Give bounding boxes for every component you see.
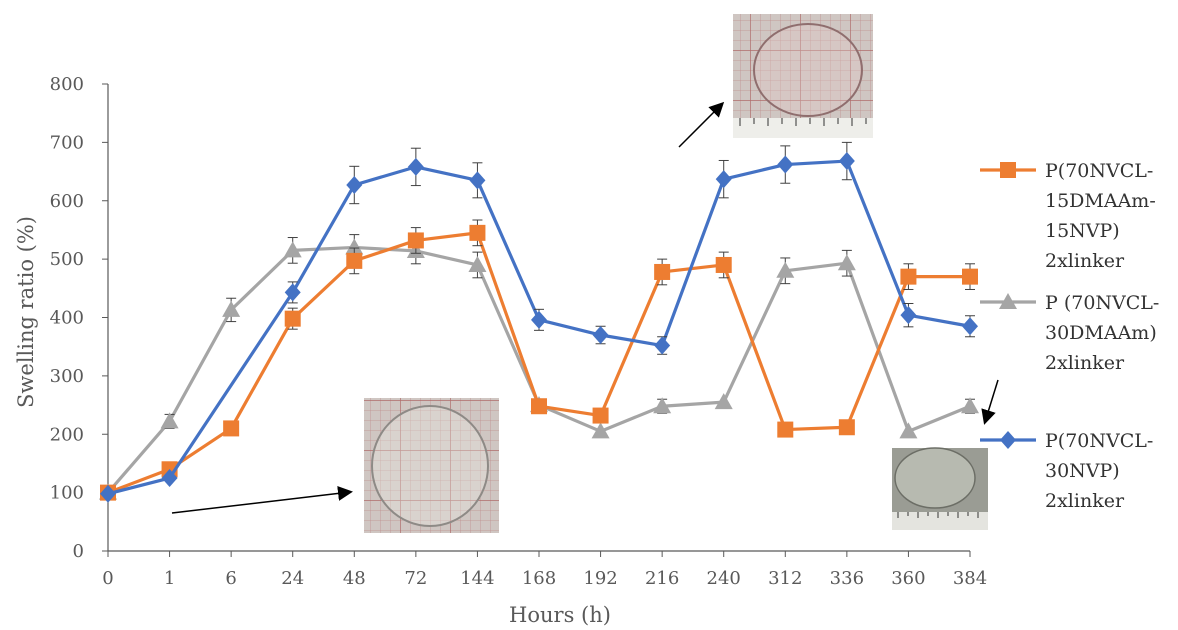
data-point <box>531 310 547 329</box>
x-tick-label: 24 <box>281 568 304 589</box>
legend-label: P(70NVCL- <box>1045 430 1153 452</box>
data-point <box>653 397 672 414</box>
annotation-arrow-initial <box>171 485 353 514</box>
x-tick-label: 6 <box>225 568 236 589</box>
data-point <box>284 310 301 327</box>
y-tick-label: 600 <box>50 191 84 212</box>
legend-entry-0: P(70NVCL- 15DMAAm- 15NVP) 2xlinker <box>980 160 1156 272</box>
data-point <box>592 326 609 345</box>
data-point <box>962 317 978 336</box>
data-point <box>469 224 486 241</box>
x-tick-label: 1 <box>164 568 175 589</box>
legend-entry-2: P(70NVCL- 30NVP) 2xlinker <box>980 430 1153 512</box>
data-point <box>591 422 610 439</box>
data-point <box>345 238 364 255</box>
x-tick-label: 192 <box>583 568 617 589</box>
data-point <box>346 252 363 269</box>
y-tick-label: 200 <box>50 424 84 445</box>
series-line <box>107 231 970 495</box>
data-point <box>346 175 363 194</box>
data-point <box>900 268 917 285</box>
data-point <box>962 268 978 285</box>
data-point <box>899 422 918 439</box>
data-point <box>961 397 979 414</box>
legend-swatch-marker <box>1000 162 1016 178</box>
legend-label: 15DMAAm- <box>1045 190 1156 212</box>
x-tick-label: 168 <box>522 568 556 589</box>
data-point <box>407 232 424 249</box>
data-point <box>407 157 424 176</box>
legend-swatch-marker <box>1000 431 1016 449</box>
data-point <box>715 256 732 273</box>
series-1 <box>99 234 979 500</box>
legend-label: 2xlinker <box>1045 352 1125 374</box>
axes <box>102 83 971 557</box>
legend-label: 2xlinker <box>1045 250 1125 272</box>
hydrogel-photo-swollen <box>733 14 873 138</box>
x-tick-label: 0 <box>102 568 113 589</box>
y-tick-label: 800 <box>50 74 84 95</box>
y-tick-label: 100 <box>50 483 84 504</box>
x-tick-label: 312 <box>768 568 802 589</box>
data-point <box>715 170 732 189</box>
x-tick-label: 360 <box>891 568 925 589</box>
data-point <box>714 393 733 410</box>
series-line <box>107 159 971 496</box>
data-point <box>284 283 301 302</box>
data-point <box>160 412 179 429</box>
annotation-arrow-final <box>981 379 999 425</box>
y-tick-label: 700 <box>50 132 84 153</box>
data-point <box>654 336 671 355</box>
legend-label: 30NVP) <box>1045 460 1120 482</box>
x-tick-label: 216 <box>645 568 679 589</box>
legend-label: 30DMAAm) <box>1045 322 1157 344</box>
data-point <box>100 484 116 503</box>
x-tick-label: 384 <box>953 568 987 589</box>
data-point <box>776 261 795 278</box>
y-axis-title: Swelling ratio (%) <box>14 216 38 408</box>
y-tick-label: 500 <box>50 249 84 270</box>
data-point <box>468 255 487 272</box>
series-0 <box>100 219 978 501</box>
legend-label: P(70NVCL- <box>1045 160 1153 182</box>
data-point <box>837 254 856 271</box>
x-tick-label: 72 <box>404 568 427 589</box>
data-point <box>838 419 855 436</box>
series-line <box>106 245 971 494</box>
data-point <box>654 263 671 280</box>
series-2 <box>100 141 978 503</box>
x-tick-label: 144 <box>460 568 494 589</box>
data-point <box>838 152 855 171</box>
legend-label: 15NVP) <box>1045 220 1120 242</box>
hydrogel-photo-initial <box>364 398 499 533</box>
y-tick-label: 300 <box>50 366 84 387</box>
legend-entry-1: P (70NVCL- 30DMAAm) 2xlinker <box>980 292 1159 374</box>
annotation-arrow-swollen <box>678 101 725 148</box>
data-point <box>222 300 241 317</box>
y-tick-label: 400 <box>50 308 84 329</box>
x-tick-label: 336 <box>830 568 864 589</box>
data-point <box>900 306 917 325</box>
x-tick-label: 240 <box>707 568 741 589</box>
data-point <box>469 171 486 190</box>
hydrogel-photo-final <box>892 447 988 530</box>
data-point <box>283 241 302 258</box>
data-point <box>223 420 240 437</box>
x-tick-label: 48 <box>343 568 366 589</box>
data-point <box>592 407 609 424</box>
legend-swatch-marker <box>999 293 1017 309</box>
data-point <box>777 421 794 438</box>
data-point <box>531 398 547 415</box>
legend-label: P (70NVCL- <box>1045 292 1159 314</box>
x-axis-title: Hours (h) <box>509 603 611 627</box>
y-tick-label: 0 <box>73 541 84 562</box>
data-point <box>777 155 794 174</box>
x-tick-labels: 0 1 6 24 48 72 144 168 192 216 240 312 336 360 384 <box>102 568 987 589</box>
data-point <box>161 469 178 488</box>
series-layer <box>99 141 979 503</box>
legend-label: 2xlinker <box>1045 490 1125 512</box>
y-tick-labels: 0 100 200 300 400 500 600 700 800 <box>50 74 84 562</box>
